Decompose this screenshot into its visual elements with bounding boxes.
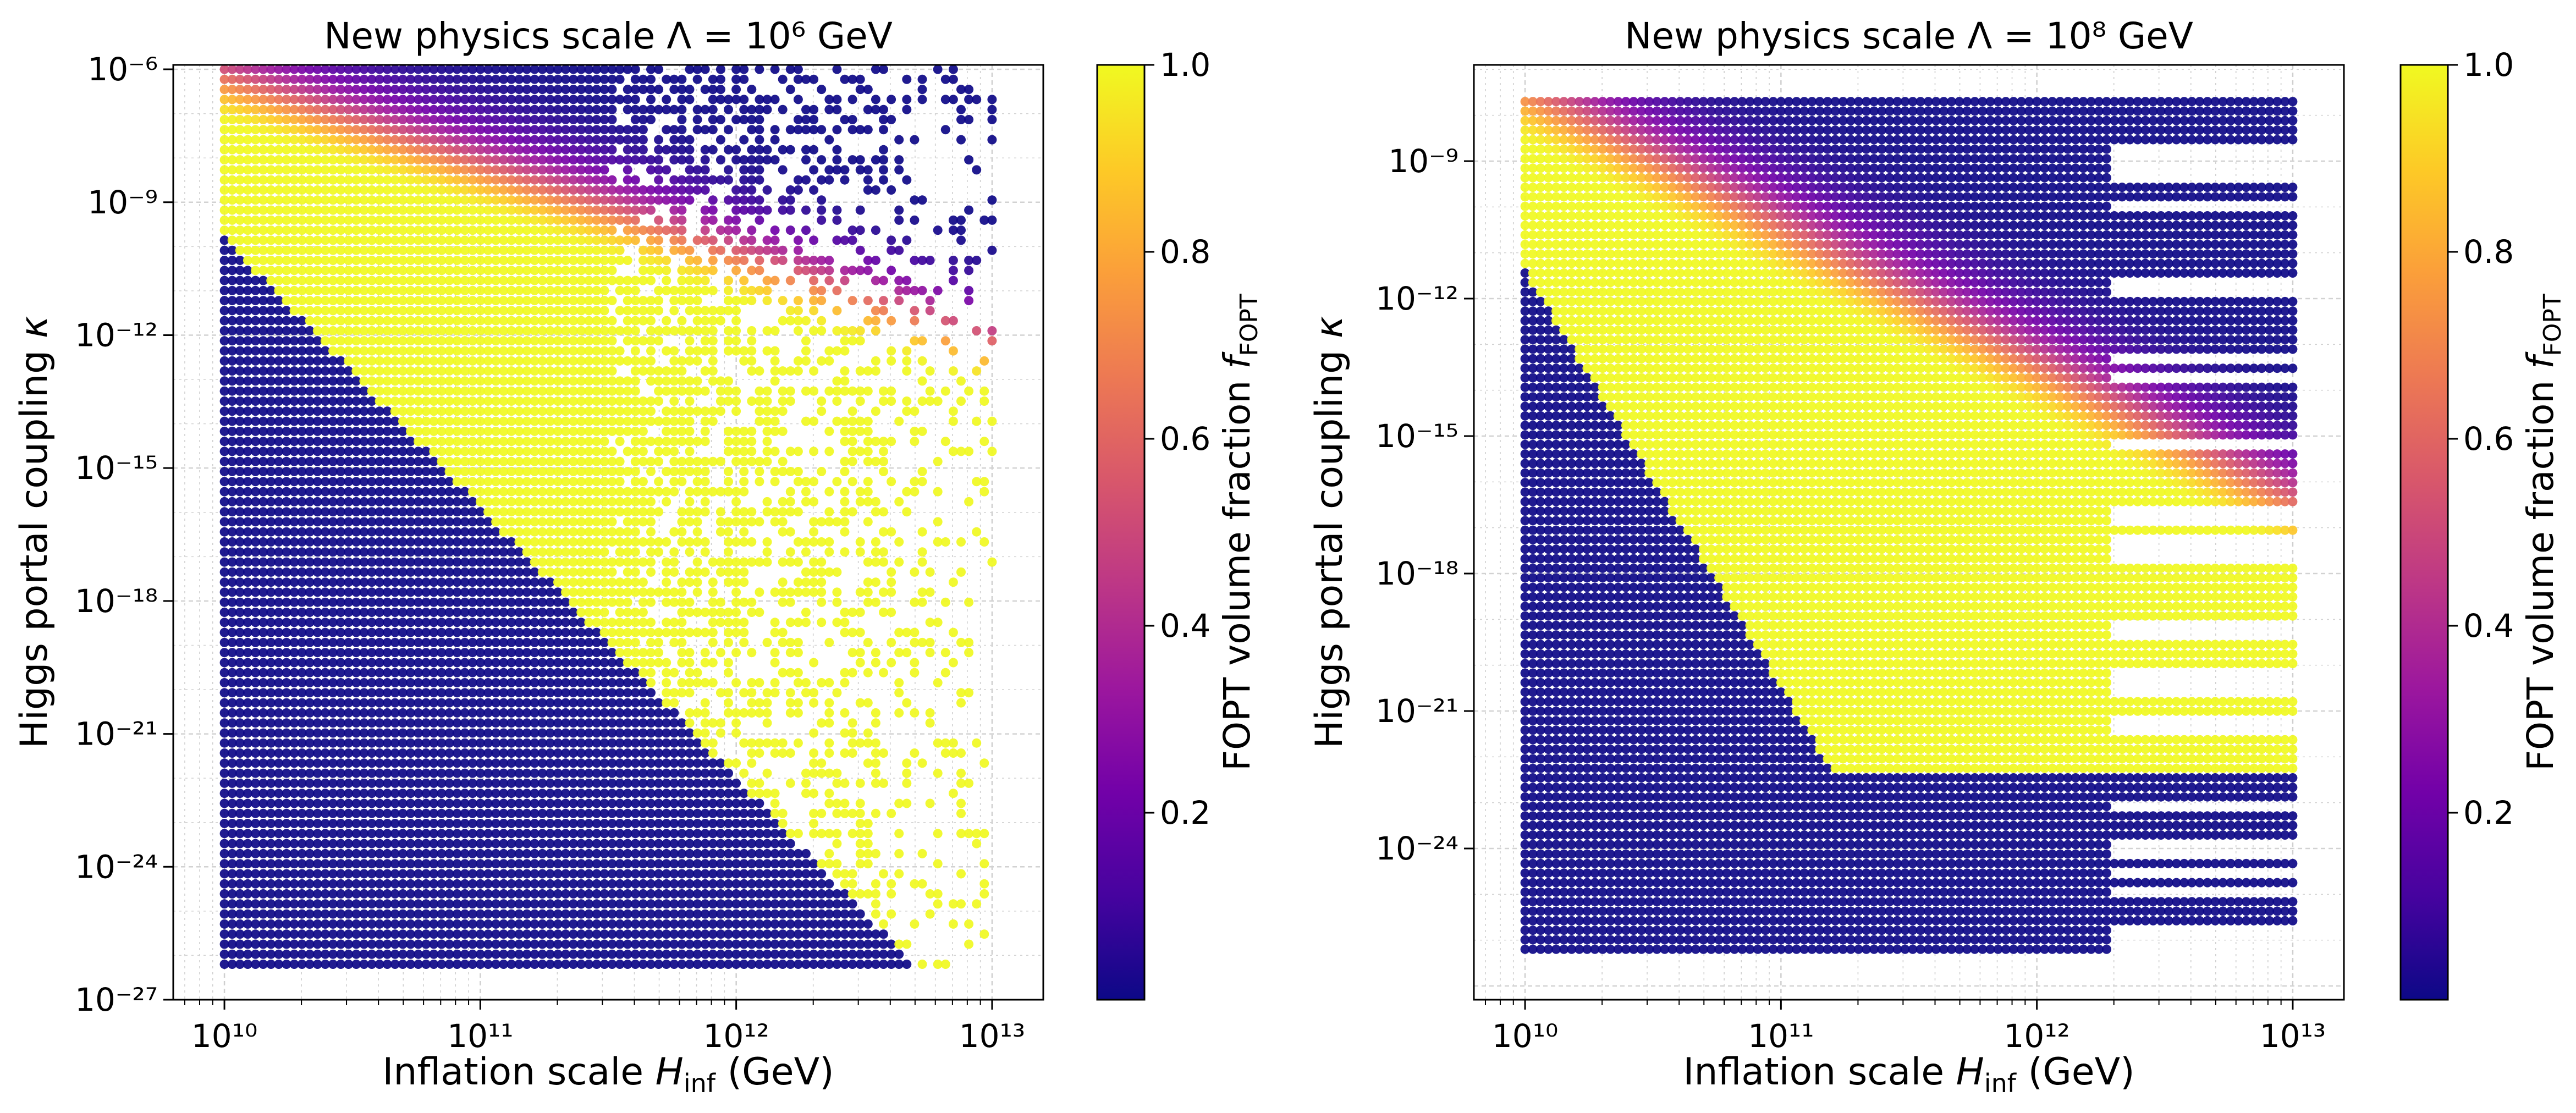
data-point <box>600 306 609 315</box>
data-point <box>631 567 640 577</box>
scatter-points-left <box>220 65 997 969</box>
data-point <box>615 457 625 466</box>
data-point <box>631 387 640 396</box>
data-point <box>639 577 648 587</box>
data-point <box>631 235 640 245</box>
data-point <box>608 567 617 577</box>
data-point <box>646 678 656 687</box>
data-point <box>646 527 656 537</box>
data-point <box>608 447 617 456</box>
data-point <box>631 638 640 647</box>
data-point <box>631 286 640 295</box>
data-point <box>615 246 625 255</box>
data-point <box>600 165 609 174</box>
data-point <box>646 618 656 627</box>
data-point <box>608 336 617 345</box>
data-point <box>639 427 648 436</box>
data-point <box>646 668 656 677</box>
data-point <box>646 598 656 607</box>
data-point <box>615 477 625 486</box>
data-point <box>631 527 640 537</box>
data-point <box>623 256 632 265</box>
data-point <box>631 547 640 556</box>
data-point <box>608 266 617 275</box>
data-point <box>631 95 640 104</box>
data-point <box>639 125 648 134</box>
data-point <box>646 567 656 577</box>
data-point <box>615 437 625 446</box>
data-point <box>600 547 609 556</box>
data-point <box>615 75 625 84</box>
data-point <box>639 447 648 456</box>
data-point <box>608 517 617 526</box>
data-point <box>608 85 617 94</box>
data-point <box>608 316 617 326</box>
data-point <box>600 437 609 446</box>
data-point <box>608 145 617 155</box>
data-point <box>608 366 617 376</box>
data-point <box>608 296 617 305</box>
data-point <box>631 346 640 356</box>
data-point <box>639 145 648 155</box>
data-point <box>608 225 617 235</box>
data-point <box>639 477 648 486</box>
data-point <box>600 608 609 617</box>
data-point <box>639 608 648 617</box>
chart-title-left: New physics scale Λ = 10⁶ GeV <box>324 15 893 57</box>
data-point <box>631 216 640 225</box>
data-point <box>631 376 640 385</box>
data-point <box>631 175 640 185</box>
data-point <box>631 467 640 476</box>
data-point <box>646 688 656 697</box>
data-point <box>615 346 625 356</box>
data-point <box>608 115 617 124</box>
data-point <box>639 135 648 145</box>
data-point <box>608 175 617 185</box>
data-point <box>623 165 632 174</box>
data-point <box>646 558 656 567</box>
data-point <box>631 326 640 335</box>
data-point <box>623 598 632 607</box>
data-point <box>631 65 640 74</box>
data-point <box>600 286 609 295</box>
data-point <box>608 105 617 114</box>
